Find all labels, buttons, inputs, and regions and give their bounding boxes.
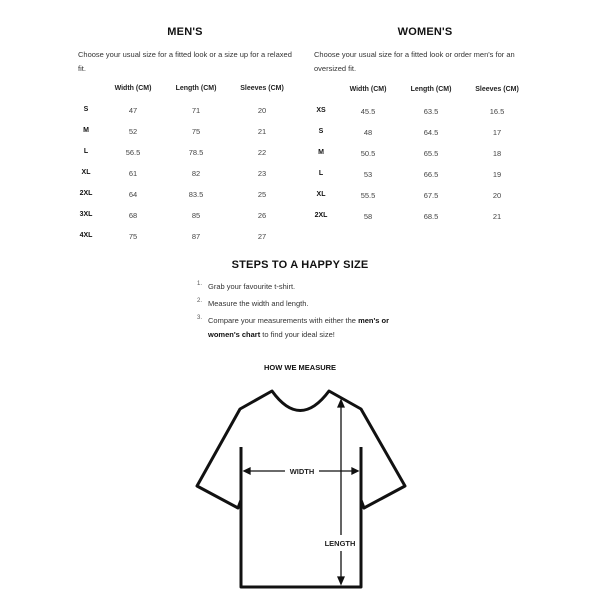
length-cell: 85 (191, 211, 201, 220)
womens-description: Choose your usual size for a fitted look… (314, 50, 515, 73)
sleeves-cell: 19 (492, 170, 502, 179)
step-number: 3. (197, 315, 203, 321)
mens-description: Choose your usual size for a fitted look… (78, 50, 292, 73)
width-cell: 50.5 (360, 149, 376, 158)
length-cell: 71 (191, 106, 201, 115)
size-label: 3XL (79, 211, 93, 218)
width-cell: 53 (363, 170, 373, 179)
size-label: M (318, 149, 324, 156)
t-shirt-outline (195, 389, 407, 589)
width-label: WIDTH (290, 467, 315, 476)
length-cell: 67.5 (423, 191, 439, 200)
step-text: Measure the width and length. (208, 299, 309, 308)
width-cell: 64 (128, 190, 138, 199)
size-label: 2XL (79, 190, 93, 197)
size-label: 4XL (79, 232, 93, 239)
sleeves-cell: 17 (492, 128, 502, 137)
length-cell: 68.5 (423, 212, 439, 221)
arrowhead-down (337, 576, 345, 586)
width-cell: 45.5 (360, 107, 376, 116)
length-cell: 66.5 (423, 170, 439, 179)
step-text: Compare your measurements with either th… (208, 314, 408, 342)
sleeves-cell: 23 (257, 169, 267, 178)
width-cell: 61 (128, 169, 138, 178)
width-cell: 68 (128, 211, 138, 220)
arrowhead-left (242, 466, 251, 476)
size-label: XL (316, 191, 326, 198)
step-text-part: to find your ideal size! (260, 330, 335, 339)
steps-title: STEPS TO A HAPPY SIZE (231, 259, 369, 271)
width-cell: 58 (363, 212, 373, 221)
length-cell: 83.5 (188, 190, 204, 199)
step-text: Grab your favourite t-shirt. (208, 282, 296, 291)
size-label: L (83, 148, 89, 155)
column-header: Sleeves (CM) (240, 85, 284, 92)
length-cell: 75 (191, 127, 201, 136)
sleeves-cell: 21 (257, 127, 267, 136)
size-label: S (83, 106, 89, 113)
step-number: 2. (197, 298, 203, 304)
size-label: S (318, 128, 324, 135)
step-text-bold: men's or women's chart (208, 316, 390, 339)
width-cell: 75 (128, 232, 138, 241)
length-cell: 82 (191, 169, 201, 178)
sleeves-cell: 25 (257, 190, 267, 199)
width-cell: 56.5 (125, 148, 141, 157)
column-header: Width (CM) (349, 86, 387, 93)
sleeves-cell: 26 (257, 211, 267, 220)
column-header: Length (CM) (175, 85, 217, 92)
column-header: Length (CM) (410, 86, 452, 93)
sleeves-cell: 21 (492, 212, 502, 221)
size-label: L (318, 170, 324, 177)
length-cell: 63.5 (423, 107, 439, 116)
how-we-measure-title: HOW WE MEASURE (263, 363, 337, 372)
sleeves-cell: 22 (257, 148, 267, 157)
sleeves-cell: 20 (492, 191, 502, 200)
length-cell: 65.5 (423, 149, 439, 158)
arrowhead-right (351, 466, 360, 476)
length-cell: 64.5 (423, 128, 439, 137)
size-label: XL (81, 169, 91, 176)
width-cell: 48 (363, 128, 373, 137)
width-cell: 52 (128, 127, 138, 136)
step-text-part: Compare your measurements with either th… (208, 316, 359, 325)
step-number: 1. (197, 281, 203, 287)
length-cell: 87 (191, 232, 201, 241)
mens-title: MEN'S (167, 26, 203, 38)
sleeves-cell: 20 (257, 106, 267, 115)
length-label: LENGTH (325, 539, 356, 548)
arrowhead-up (337, 398, 345, 408)
width-cell: 55.5 (360, 191, 376, 200)
width-cell: 47 (128, 106, 138, 115)
length-cell: 78.5 (188, 148, 204, 157)
size-label: M (83, 127, 89, 134)
sleeves-cell: 16.5 (489, 107, 505, 116)
column-header: Sleeves (CM) (475, 86, 519, 93)
womens-title: WOMEN'S (397, 26, 453, 38)
size-label: 2XL (314, 212, 328, 219)
sleeves-cell: 18 (492, 149, 502, 158)
column-header: Width (CM) (114, 85, 152, 92)
sleeves-cell: 27 (257, 232, 267, 241)
size-label: XS (316, 107, 326, 114)
